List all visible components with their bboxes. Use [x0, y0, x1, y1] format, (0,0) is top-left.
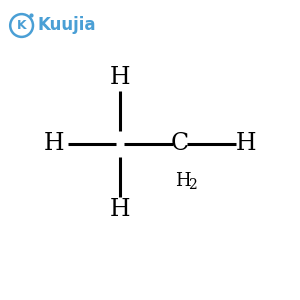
Text: Kuujia: Kuujia — [38, 16, 96, 34]
Text: 2: 2 — [188, 178, 197, 192]
Text: H: H — [236, 133, 256, 155]
Text: H: H — [176, 172, 191, 190]
Text: H: H — [110, 199, 130, 221]
Text: K: K — [17, 19, 26, 32]
Text: C: C — [171, 133, 189, 155]
Text: H: H — [44, 133, 64, 155]
Text: H: H — [110, 67, 130, 89]
